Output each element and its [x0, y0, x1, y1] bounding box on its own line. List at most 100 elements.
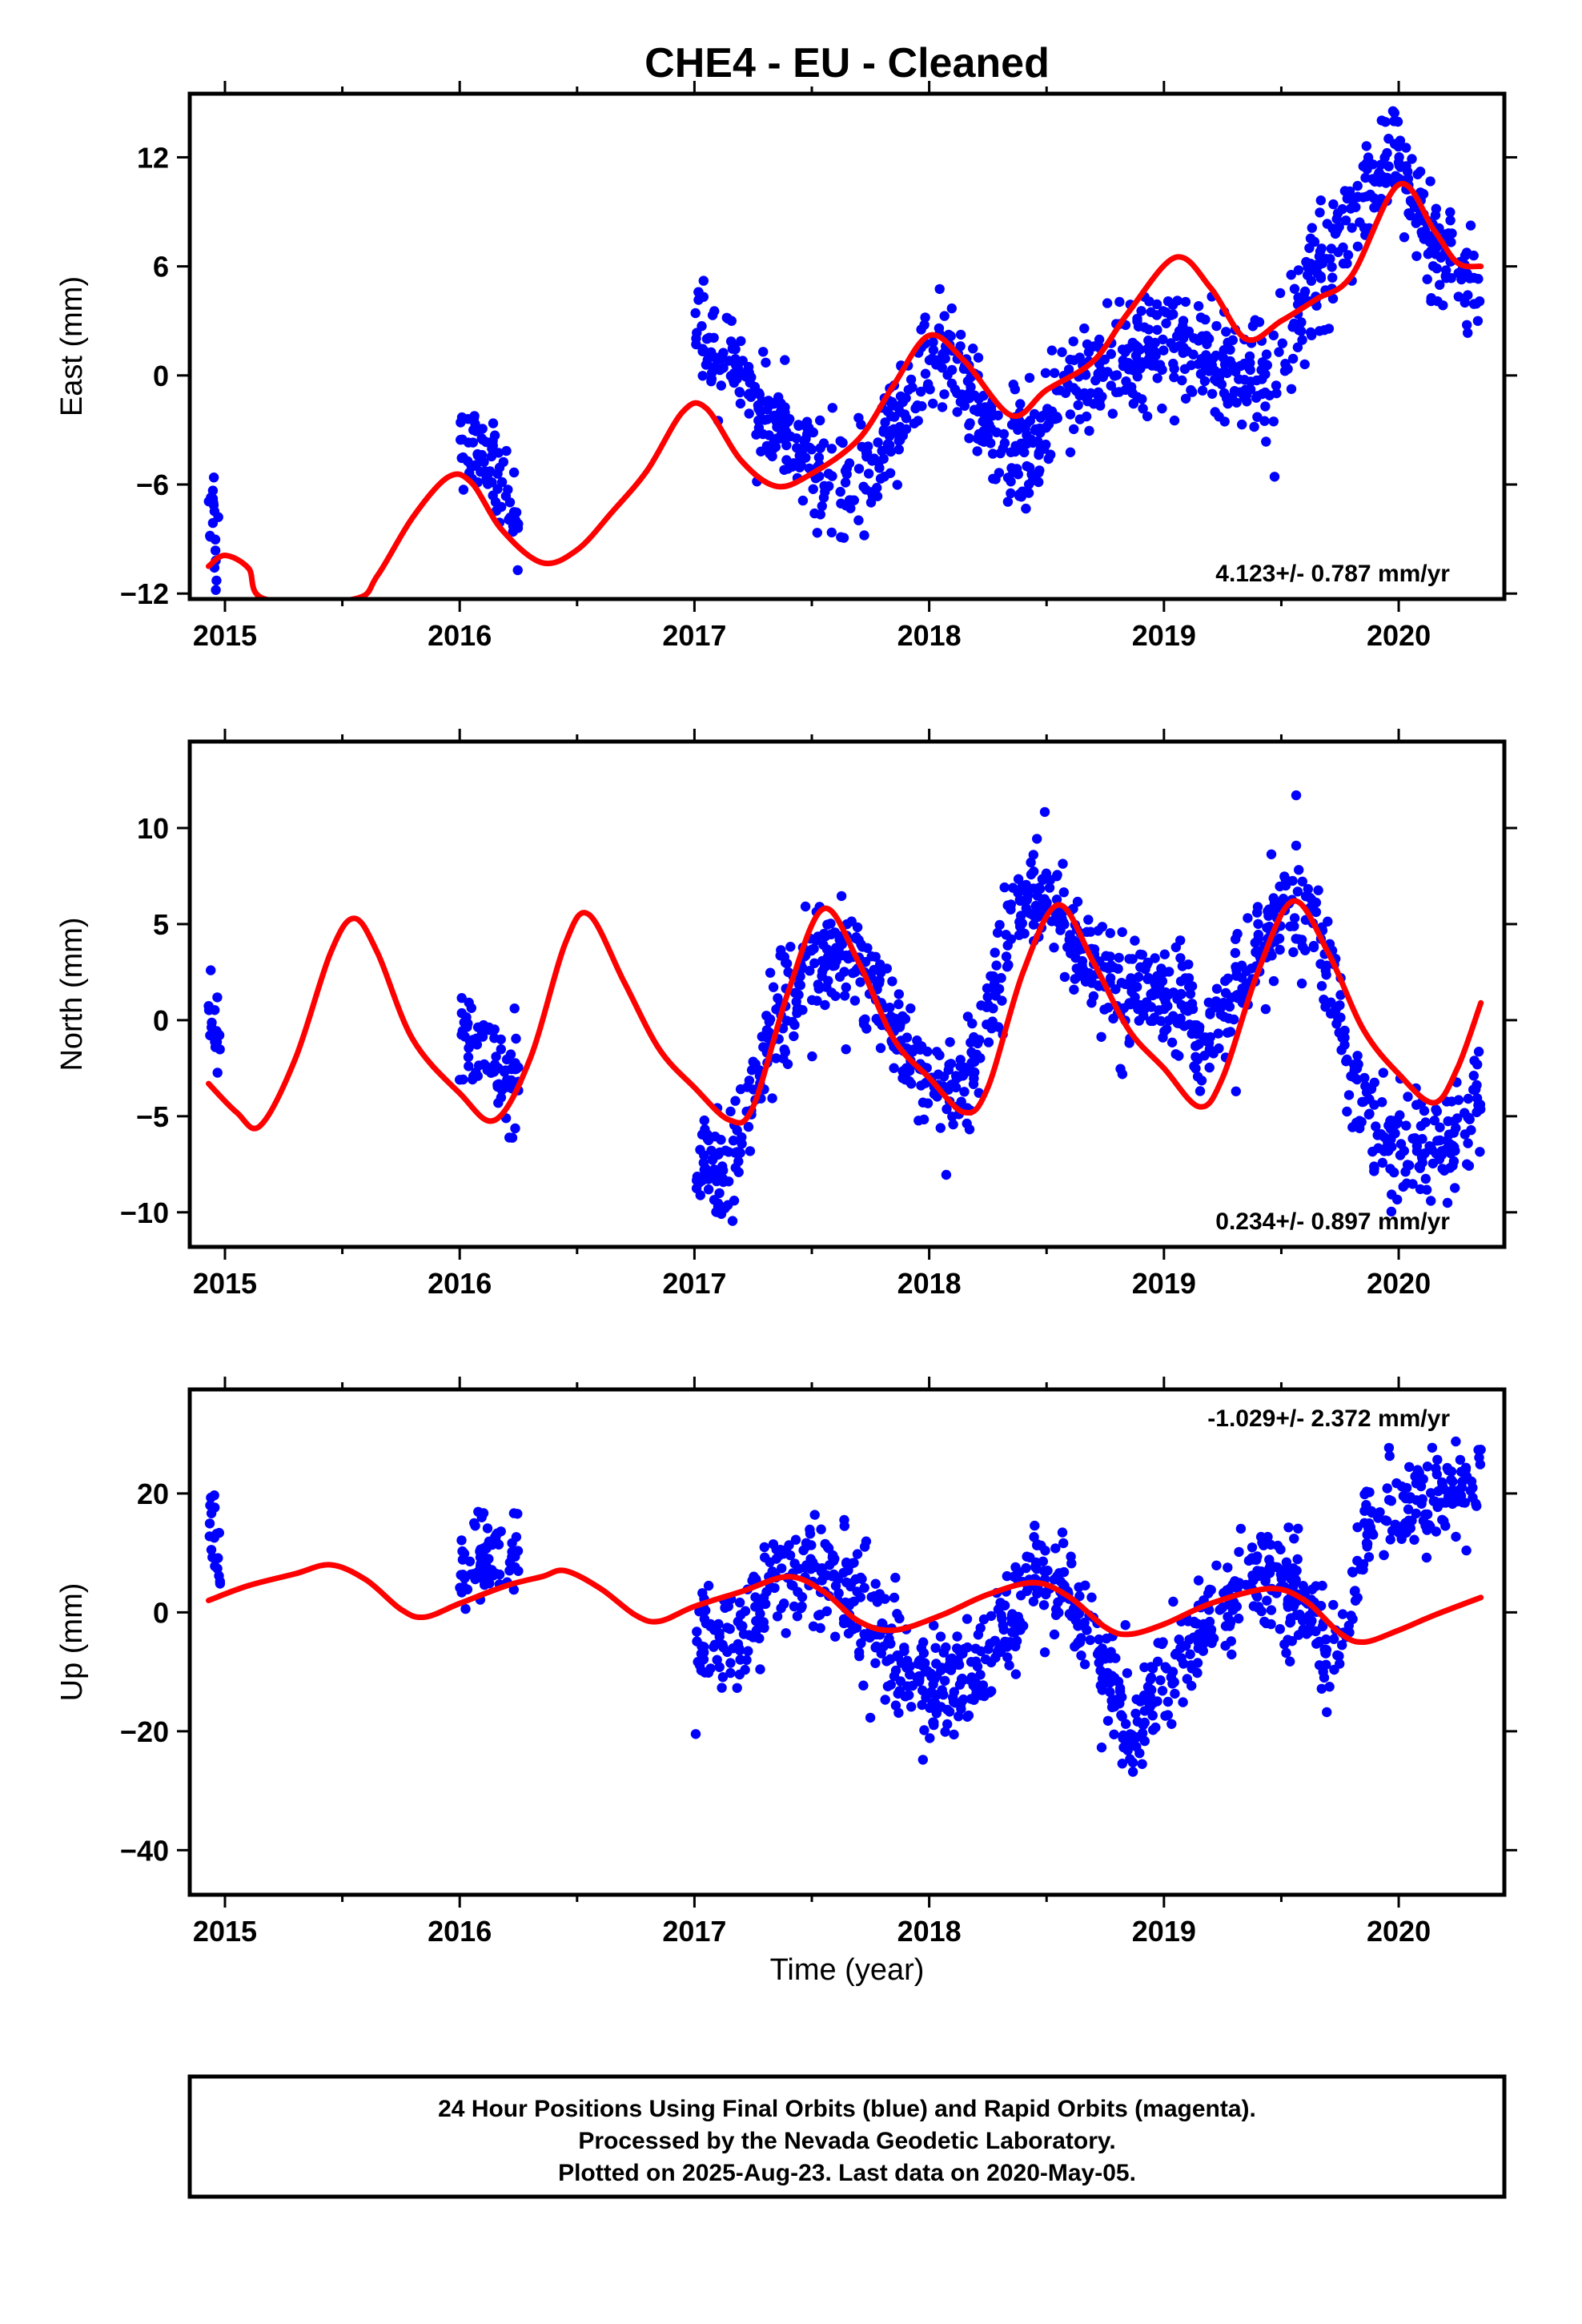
north-point: [1179, 1004, 1191, 1015]
east-point: [1299, 359, 1310, 370]
up-point: [1231, 1601, 1243, 1612]
up-point: [1474, 1452, 1484, 1463]
north-point: [1297, 876, 1308, 887]
up-point: [1197, 1642, 1207, 1654]
east-point: [1249, 421, 1259, 432]
east-point: [980, 402, 990, 412]
up-point: [1116, 1710, 1126, 1720]
east-point: [1332, 224, 1343, 235]
east-point: [934, 283, 945, 295]
east-point: [1269, 472, 1280, 482]
north-point: [1231, 1086, 1242, 1097]
east-point: [928, 398, 938, 409]
east-point: [859, 530, 869, 541]
up-point: [970, 1656, 982, 1667]
up-point: [1102, 1715, 1114, 1726]
up-point: [1265, 1560, 1276, 1570]
north-point: [1232, 993, 1243, 1003]
up-point: [1073, 1621, 1083, 1631]
north-point: [793, 990, 804, 1000]
up-point: [714, 1631, 725, 1642]
up-point: [1079, 1659, 1090, 1670]
up-point: [732, 1683, 742, 1693]
north-point: [823, 975, 833, 987]
east-point: [928, 344, 939, 356]
east-point: [869, 453, 880, 464]
north-point: [1186, 1028, 1197, 1039]
north-point: [893, 999, 904, 1010]
east-point: [1138, 404, 1148, 414]
north-point: [1320, 1002, 1331, 1012]
up-point: [817, 1575, 827, 1586]
up-point: [1038, 1600, 1050, 1610]
north-point: [1253, 919, 1263, 930]
north-point: [934, 1050, 945, 1061]
up-point: [1248, 1575, 1259, 1586]
east-point: [1375, 159, 1386, 170]
north-point: [1199, 1035, 1209, 1046]
up-point: [1109, 1729, 1119, 1739]
up-point: [854, 1651, 865, 1662]
up-point: [1247, 1553, 1258, 1563]
up-point: [210, 1561, 220, 1571]
north-point: [1223, 1027, 1233, 1038]
up-point: [1411, 1478, 1422, 1489]
up-point: [1050, 1610, 1062, 1621]
up-point: [765, 1557, 775, 1568]
east-point: [1152, 373, 1162, 384]
east-point: [1095, 400, 1106, 411]
up-point: [1197, 1629, 1208, 1639]
north-point: [959, 1087, 970, 1097]
north-point: [773, 993, 783, 1003]
up-point: [1395, 1524, 1407, 1534]
north-point: [889, 1063, 899, 1073]
up-point: [1405, 1523, 1416, 1534]
north-point: [461, 1012, 472, 1023]
up-point: [932, 1671, 942, 1681]
up-point: [1283, 1522, 1294, 1533]
north-point: [1074, 944, 1085, 955]
north-y-tick-label: 0: [153, 1004, 169, 1037]
east-point: [897, 396, 908, 408]
up-point: [1101, 1633, 1112, 1644]
north-point: [1289, 913, 1300, 923]
east-point: [988, 473, 998, 484]
east-point: [211, 585, 221, 595]
up-point: [1167, 1667, 1178, 1677]
up-point: [921, 1692, 931, 1703]
east-point: [1022, 429, 1032, 440]
up-point: [845, 1581, 856, 1592]
east-point: [1065, 409, 1076, 420]
east-point: [886, 411, 897, 422]
up-point: [1332, 1650, 1343, 1661]
north-point: [1089, 944, 1100, 955]
up-point: [1021, 1562, 1031, 1574]
up-point: [895, 1676, 906, 1687]
up-rate-label: -1.029+/- 2.372 mm/yr: [1207, 1405, 1450, 1432]
east-point: [481, 473, 492, 484]
up-point: [1134, 1748, 1145, 1759]
north-point: [1187, 1003, 1199, 1015]
up-point: [1234, 1578, 1245, 1588]
up-point: [755, 1664, 765, 1675]
east-point: [751, 429, 761, 440]
up-point: [511, 1532, 522, 1542]
east-point: [1340, 215, 1351, 226]
east-point: [893, 431, 905, 441]
north-point: [1175, 935, 1186, 946]
up-point: [790, 1534, 801, 1545]
north-point: [1211, 1002, 1221, 1013]
north-point: [821, 944, 833, 955]
up-point: [456, 1535, 467, 1546]
east-point: [946, 331, 956, 341]
up-point: [969, 1695, 979, 1705]
east-point: [1422, 274, 1432, 284]
up-point: [929, 1720, 939, 1731]
up-point: [492, 1528, 503, 1538]
up-point: [717, 1672, 729, 1683]
north-point: [511, 1063, 521, 1075]
up-point: [890, 1700, 901, 1711]
up-point: [1002, 1652, 1013, 1663]
footer-line-3: Plotted on 2025-Aug-23. Last data on 202…: [558, 2160, 1136, 2186]
east-point: [690, 308, 701, 319]
